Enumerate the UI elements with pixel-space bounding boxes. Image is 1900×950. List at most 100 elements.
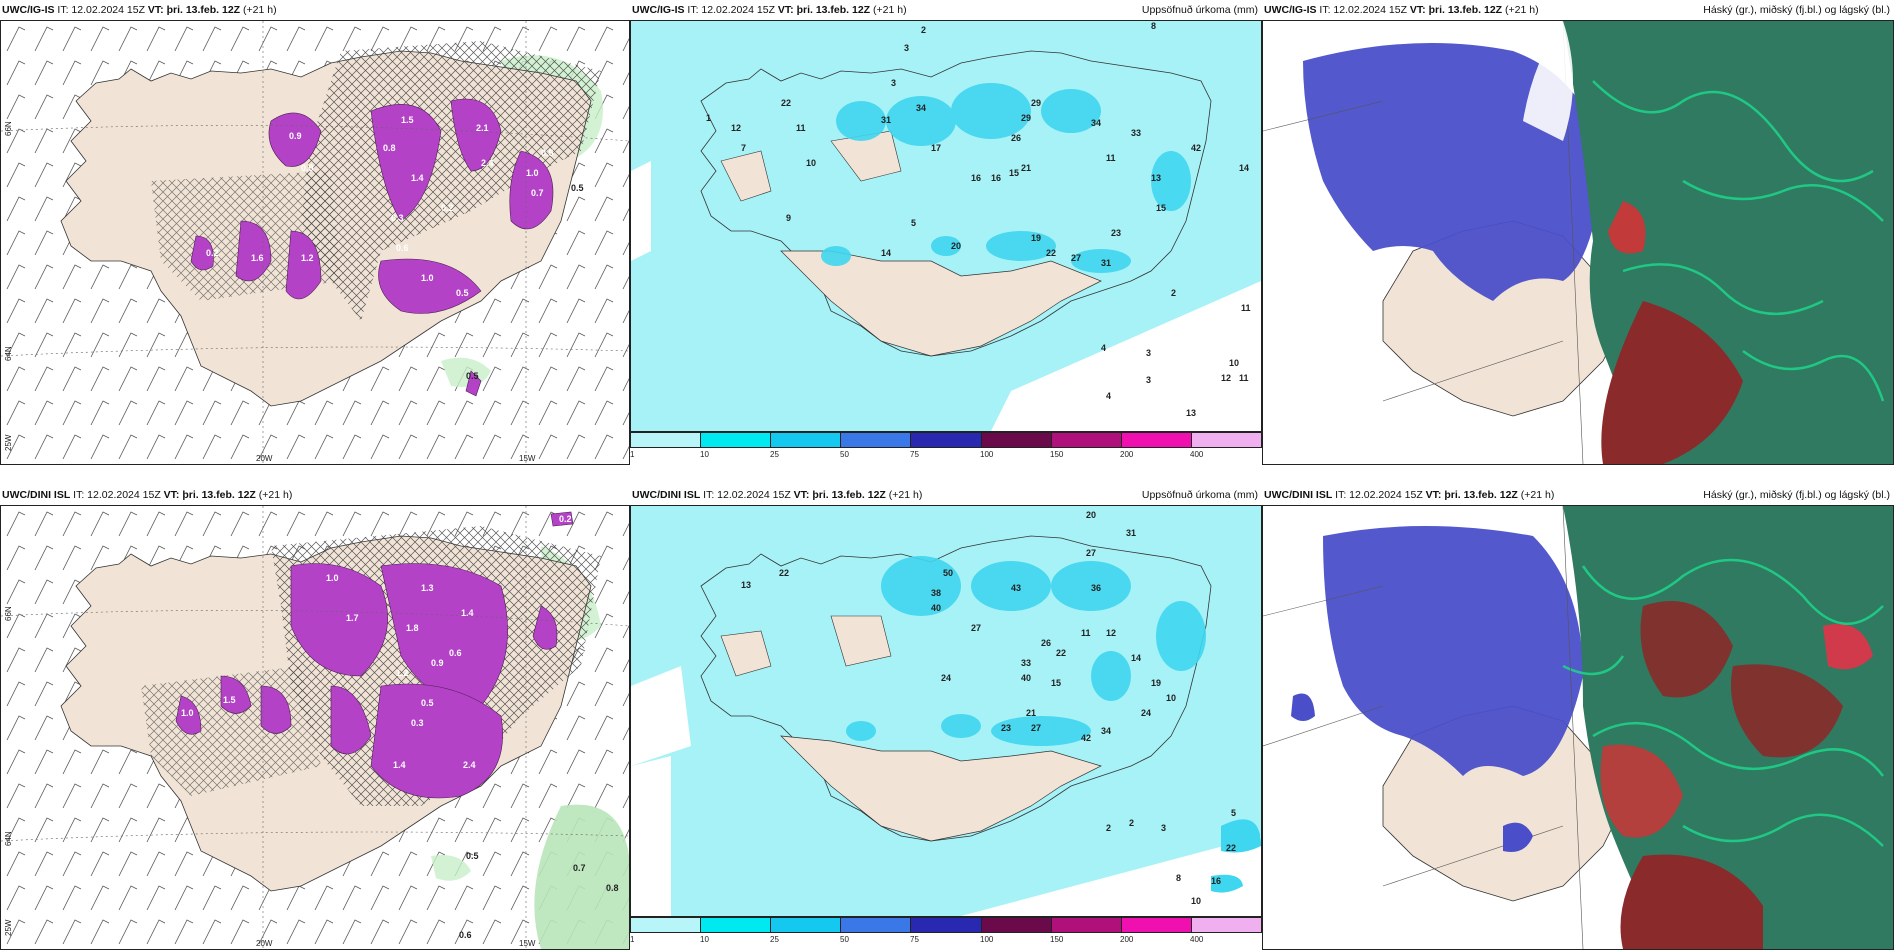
colorbar-cell	[841, 433, 912, 447]
lon-label-20w: 20W	[256, 454, 273, 463]
value-label: 0.2	[206, 248, 219, 258]
value-label: 0.5	[421, 698, 434, 708]
colorbar-cell	[1121, 433, 1192, 447]
value-label: 22	[1056, 648, 1066, 658]
value-label: 40	[931, 603, 941, 613]
value-label: 4	[1106, 391, 1111, 401]
value-label: 0.7	[531, 188, 544, 198]
value-label: 1.5	[401, 115, 414, 125]
panel-bottom-left: UWC/DINI ISL IT: 12.02.2024 15Z VT: þri.…	[0, 485, 630, 950]
value-label: 15	[1156, 203, 1166, 213]
lon-label-15w: 15W	[519, 939, 536, 948]
value-label: 0.2	[559, 514, 572, 524]
value-label: 43	[1011, 583, 1021, 593]
colorbar-tick: 25	[770, 450, 779, 459]
lat-label-64n: 64N	[4, 346, 13, 361]
panel-top-middle: UWC/IG-IS IT: 12.02.2024 15Z VT: þri. 13…	[630, 0, 1262, 465]
value-label: 33	[1021, 658, 1031, 668]
value-label: 3	[904, 43, 909, 53]
colorbar-tick: 50	[840, 935, 849, 944]
value-label: 34	[1091, 118, 1101, 128]
valid-time: VT: þri. 13.feb. 12Z	[1425, 489, 1518, 501]
value-label: 3	[1161, 823, 1166, 833]
colorbar-tick: 150	[1050, 450, 1064, 459]
model-name: UWC/IG-IS	[2, 4, 55, 16]
value-label: 1.0	[326, 573, 339, 583]
value-label: 40	[1021, 673, 1031, 683]
value-label: 36	[1091, 583, 1101, 593]
lat-label-25w: 25W	[4, 919, 13, 936]
value-label: 29	[1031, 98, 1041, 108]
panel-header: UWC/DINI ISL IT: 12.02.2024 15Z VT: þri.…	[630, 485, 1262, 505]
value-label: 5	[911, 218, 916, 228]
value-label: 16	[991, 173, 1001, 183]
init-time: IT: 12.02.2024 15Z	[1332, 489, 1426, 501]
value-label: 0.2	[441, 203, 454, 213]
value-label: 15	[1051, 678, 1061, 688]
value-label: 0.9	[289, 131, 302, 141]
value-label: 0.6	[459, 930, 472, 940]
colorbar-tick: 100	[980, 935, 994, 944]
value-label: 34	[916, 103, 926, 113]
colorbar-tick: 400	[1190, 935, 1204, 944]
panel-header: UWC/DINI ISL IT: 12.02.2024 15Z VT: þri.…	[0, 485, 630, 505]
colorbar-tick: 100	[980, 450, 994, 459]
value-label: 14	[1131, 653, 1141, 663]
value-label: 42	[1081, 733, 1091, 743]
value-label: 17	[931, 143, 941, 153]
precip-colorbar	[630, 432, 1262, 448]
panel-top-right: UWC/IG-IS IT: 12.02.2024 15Z VT: þri. 13…	[1262, 0, 1894, 465]
colorbar-tick: 1	[630, 935, 635, 944]
lat-label-25w: 25W	[4, 434, 13, 451]
colorbar-ticks: 1 10 25 50 75 100 150 200 400	[630, 450, 1262, 462]
map-precip: 20 27 31 22 13 50 38 43 36 40 27 14 33 2…	[630, 505, 1262, 917]
panel-field-title: Háský (gr.), miðský (fj.bl.) og lágský (…	[1703, 4, 1890, 16]
lat-label-66n: 66N	[4, 121, 13, 136]
map-clouds	[1262, 505, 1894, 950]
colorbar-tick: 150	[1050, 935, 1064, 944]
colorbar-cell	[911, 918, 982, 932]
value-label: 20	[951, 241, 961, 251]
init-time: IT: 12.02.2024 15Z	[70, 489, 164, 501]
init-time: IT: 12.02.2024 15Z	[54, 4, 148, 16]
panel-field-title: Háský (gr.), miðský (fj.bl.) og lágský (…	[1703, 489, 1890, 501]
map-precip: 2 3 8 1 22 12 7 3 11 31 34 17 29 34 26 2…	[630, 20, 1262, 432]
value-label: 1.5	[223, 695, 236, 705]
valid-time: VT: þri. 13.feb. 12Z	[1409, 4, 1503, 16]
value-label: 22	[779, 568, 789, 578]
value-label: 10	[1191, 896, 1201, 906]
colorbar-cell	[1191, 433, 1261, 447]
colorbar-tick: 10	[700, 450, 709, 459]
value-label: 2.4	[481, 158, 494, 168]
model-name: UWC/DINI ISL	[2, 489, 71, 501]
lat-label-66n: 66N	[4, 606, 13, 621]
value-label: 2.4	[463, 760, 476, 770]
colorbar-cell	[1191, 918, 1261, 932]
value-label: 13	[1186, 408, 1196, 418]
value-label: 0.5	[466, 851, 479, 861]
value-label: 0.5	[456, 288, 469, 298]
value-label: 2	[921, 25, 926, 35]
colorbar-cell	[771, 433, 842, 447]
value-label: 31	[881, 115, 891, 125]
colorbar-tick: 200	[1120, 935, 1134, 944]
value-label: 2	[1129, 818, 1134, 828]
panel-bottom-right: UWC/DINI ISL IT: 12.02.2024 15Z VT: þri.…	[1262, 485, 1894, 950]
value-label: 23	[1001, 723, 1011, 733]
value-label: 29	[1021, 113, 1031, 123]
init-time: IT: 12.02.2024 15Z	[700, 489, 794, 501]
colorbar-cell	[701, 433, 772, 447]
value-label: 21	[1021, 163, 1031, 173]
value-label: 31	[1126, 528, 1136, 538]
model-name: UWC/IG-IS	[1264, 4, 1317, 16]
colorbar-cell	[701, 918, 772, 932]
colorbar-tick: 50	[840, 450, 849, 459]
value-label: 0.9	[431, 658, 444, 668]
value-label: 0.3	[391, 213, 404, 223]
valid-time: VT: þri. 13.feb. 12Z	[777, 4, 871, 16]
value-label: 24	[1141, 708, 1151, 718]
value-label: 3	[891, 78, 896, 88]
value-label: 0.6	[449, 648, 462, 658]
model-name: UWC/IG-IS	[632, 4, 685, 16]
lead-time: (+21 h)	[255, 489, 293, 501]
